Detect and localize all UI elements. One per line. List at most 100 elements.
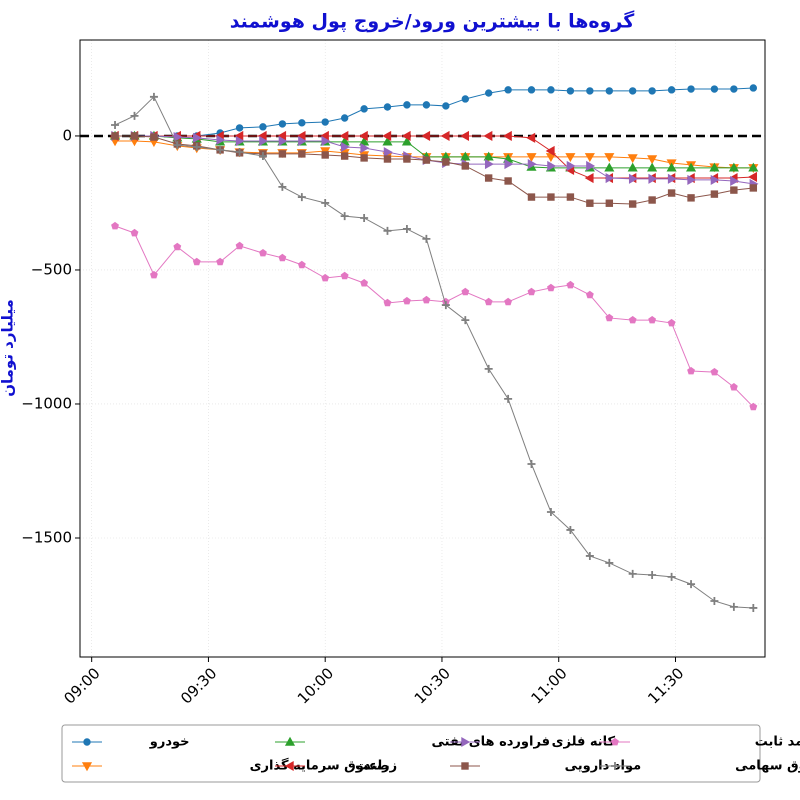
- data-point: [440, 130, 450, 142]
- data-point: [504, 394, 513, 403]
- data-point: [628, 315, 637, 324]
- data-point: [667, 572, 676, 581]
- data-point: [259, 135, 269, 147]
- data-point: [687, 85, 695, 93]
- legend-label: صندوق سهامی: [735, 759, 800, 774]
- data-point: [527, 287, 536, 296]
- data-point: [321, 118, 329, 126]
- data-point: [150, 270, 158, 279]
- legend-marker: [461, 736, 471, 748]
- data-point: [130, 132, 139, 140]
- data-point: [749, 603, 758, 612]
- data-point: [192, 142, 201, 151]
- data-point: [401, 130, 411, 142]
- data-point: [383, 103, 392, 111]
- x-tick-label: 11:00: [527, 664, 570, 707]
- data-point: [173, 141, 182, 150]
- data-point: [605, 313, 614, 322]
- data-point: [321, 273, 330, 282]
- data-point: [483, 130, 493, 142]
- data-point: [504, 86, 512, 94]
- data-point: [502, 130, 512, 142]
- legend-marker: [83, 738, 91, 746]
- data-point: [584, 153, 595, 163]
- data-point: [527, 86, 536, 94]
- data-point: [235, 124, 244, 132]
- data-point: [648, 87, 656, 95]
- data-point: [278, 253, 287, 262]
- data-point: [461, 95, 470, 103]
- data-point: [710, 596, 719, 605]
- data-point: [278, 135, 288, 147]
- legend-label: خودرو: [149, 735, 190, 750]
- series-line: [115, 135, 754, 205]
- data-point: [340, 152, 349, 160]
- data-point: [422, 156, 431, 164]
- legend-label: کانه فلزی: [552, 735, 616, 750]
- data-point: [685, 162, 697, 172]
- series-line: [114, 95, 754, 609]
- data-point: [667, 189, 676, 197]
- data-point: [483, 151, 494, 161]
- legend-label: صندوق درآمد ثابت: [755, 733, 800, 750]
- series-line: [115, 140, 754, 169]
- data-point: [321, 135, 331, 147]
- data-point: [442, 158, 450, 166]
- legend-marker: [284, 760, 294, 772]
- data-point: [321, 151, 329, 159]
- data-point: [627, 154, 638, 164]
- data-point: [422, 295, 431, 304]
- data-point: [605, 172, 615, 184]
- data-point: [667, 86, 676, 94]
- data-point: [192, 257, 201, 266]
- data-point: [687, 194, 695, 202]
- data-point: [360, 278, 369, 287]
- data-point: [585, 290, 594, 299]
- data-point: [628, 87, 637, 95]
- data-point: [547, 86, 555, 94]
- data-point: [545, 145, 555, 157]
- data-point: [566, 525, 575, 534]
- data-point: [258, 152, 267, 161]
- data-point: [687, 174, 697, 185]
- data-point: [547, 283, 555, 292]
- data-point: [627, 162, 638, 172]
- data-point: [297, 193, 306, 202]
- data-point: [504, 177, 512, 185]
- data-point: [111, 221, 119, 230]
- data-point: [748, 171, 758, 183]
- legend-box: [61, 724, 761, 783]
- data-point: [278, 120, 287, 128]
- data-point: [628, 569, 637, 578]
- y-axis-label: میلیارد تومان: [0, 299, 17, 397]
- data-point: [566, 160, 576, 172]
- data-point: [749, 184, 758, 192]
- data-point: [297, 260, 306, 269]
- data-point: [461, 287, 470, 296]
- data-point: [710, 174, 720, 185]
- data-point: [647, 162, 658, 172]
- data-point: [586, 199, 594, 207]
- data-point: [730, 85, 738, 93]
- data-point: [130, 111, 139, 120]
- data-point: [401, 136, 412, 146]
- data-point: [193, 132, 202, 143]
- data-point: [360, 142, 370, 154]
- data-point: [484, 174, 493, 182]
- data-point: [648, 570, 657, 579]
- data-point: [504, 297, 513, 306]
- data-point: [402, 224, 411, 233]
- data-point: [749, 402, 758, 411]
- data-point: [441, 301, 450, 310]
- data-point: [526, 153, 537, 163]
- data-point: [216, 134, 226, 146]
- data-point: [648, 173, 658, 184]
- series-line: [115, 135, 754, 169]
- data-point: [748, 162, 759, 172]
- data-point: [340, 212, 349, 221]
- y-tick-label: 0: [62, 126, 72, 144]
- chart-title: گروه‌ها با بیشترین ورود/خروج پول هوشمند: [230, 10, 636, 33]
- data-point: [360, 213, 369, 222]
- legend-marker: [81, 762, 93, 772]
